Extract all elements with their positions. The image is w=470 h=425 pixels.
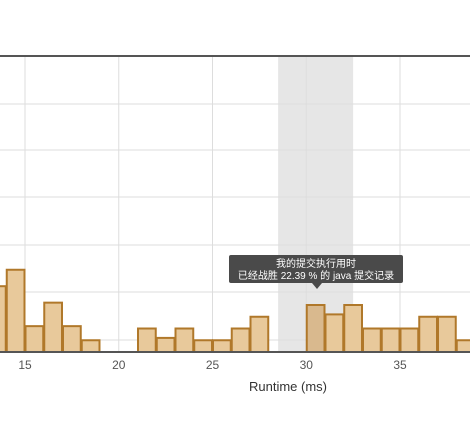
tooltip-arrow <box>312 283 322 289</box>
bar <box>193 339 213 353</box>
x-tick-label: 20 <box>112 358 126 372</box>
highlight-band <box>278 56 354 352</box>
tooltip-line-1: 我的提交执行用时 <box>276 257 356 270</box>
tooltip-box <box>229 255 403 283</box>
bar <box>399 327 420 353</box>
bar <box>137 327 157 353</box>
bar <box>43 301 63 353</box>
bar <box>437 315 457 353</box>
x-tick-label: 15 <box>18 358 32 372</box>
x-tick-label: 25 <box>206 358 220 372</box>
bar <box>155 336 176 353</box>
x-tick-label: 30 <box>300 358 314 372</box>
bar-highlighted <box>305 304 326 353</box>
bar <box>362 327 382 353</box>
bar <box>230 327 251 353</box>
bar <box>249 315 270 353</box>
tooltip-line-2: 已经战胜 22.39 % 的 java 提交记录 <box>238 269 394 282</box>
bar <box>80 339 101 353</box>
bar <box>174 327 195 353</box>
bar <box>343 304 363 353</box>
x-axis-title: Runtime (ms) <box>249 379 327 394</box>
tooltip: 我的提交执行用时 已经战胜 22.39 % 的 java 提交记录 <box>229 255 403 289</box>
bar <box>62 325 82 353</box>
x-tick-label: 35 <box>393 358 407 372</box>
bar <box>418 315 438 353</box>
bar <box>212 339 232 353</box>
bar <box>0 285 7 354</box>
bar <box>5 268 26 353</box>
bar <box>455 339 470 353</box>
bar <box>24 325 45 353</box>
bar <box>324 313 345 353</box>
bar <box>380 327 401 353</box>
